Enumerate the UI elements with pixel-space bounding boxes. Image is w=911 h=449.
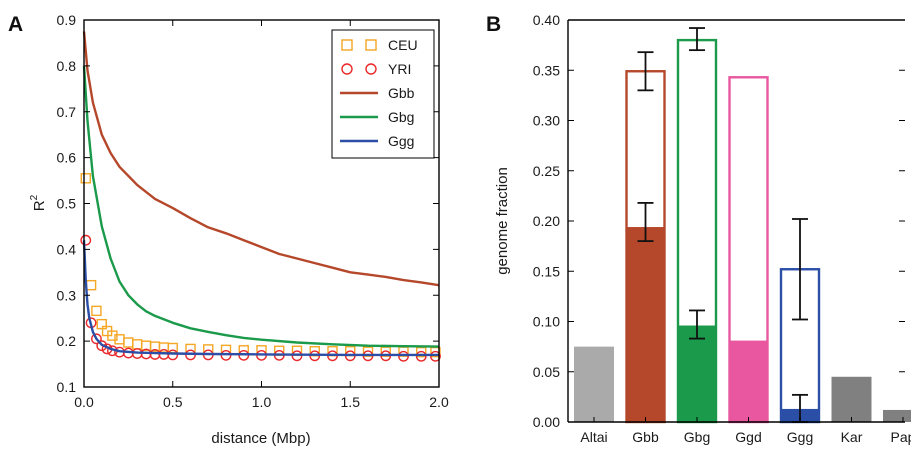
series-point-ceu (107, 330, 118, 341)
panel-a-x-tick-label: 2.0 (429, 394, 449, 410)
series-point-ceu (96, 318, 107, 330)
legend-label-ceu: CEU (388, 37, 418, 53)
panel-a-y-tick-label: 0.2 (57, 333, 77, 349)
panel-b-category-label-kar: Kar (841, 429, 863, 445)
panel-b-category-label-ggd: Ggd (735, 429, 761, 445)
panel-a-legend: CEU YRI Gbb Gbg Ggg (331, 29, 435, 159)
series-point-ceu (362, 346, 374, 357)
panel-a-label: A (8, 13, 23, 36)
panel-a-x-tick-label: 1.5 (341, 394, 361, 410)
bar-filled-pap (883, 409, 911, 422)
series-point-ceu (203, 344, 214, 355)
series-point-ceu (123, 337, 134, 348)
panel-b-y-tick-label: 0.25 (533, 163, 560, 179)
panel-a-y-axis-label: R2 (29, 194, 48, 211)
panel-a-x-tick-label: 0.0 (74, 394, 94, 410)
series-point-yri (167, 349, 179, 361)
bar-filled-gbb (625, 227, 666, 422)
panel-b-category-label-gbb: Gbb (632, 429, 659, 445)
series-point-ceu (80, 173, 91, 184)
panel-a-y-tick-label: 0.1 (57, 379, 77, 395)
panel-b-y-tick-label: 0.00 (533, 414, 560, 430)
panel-b-y-tick-label: 0.30 (533, 113, 560, 129)
panel-b-category-label-gbg: Gbg (684, 429, 710, 445)
panel-a-x-axis-label: distance (Mbp) (211, 430, 310, 447)
series-point-yri (80, 234, 92, 246)
panel-b-y-tick-label: 0.05 (533, 364, 560, 380)
series-point-yri (415, 350, 427, 362)
panel-a-y-tick-label: 0.5 (57, 196, 77, 212)
panel-a-y-tick-label: 0.7 (57, 104, 77, 120)
panel-a-y-tick-label: 0.4 (57, 241, 77, 257)
series-line-gbb (82, 31, 440, 287)
panel-a-x-tick-label: 0.5 (163, 394, 183, 410)
series-point-yri (91, 333, 102, 345)
panel-b-category-label-ggg: Ggg (787, 429, 813, 445)
legend-marker-ceu (341, 39, 353, 51)
panel-b-category-label-pap: Pap (891, 429, 911, 445)
panel-a: A 0.0 0.5 1.0 1.5 2.0 0.1 0.2 0.3 0.4 0.5 0.6 0.7 0.… (8, 12, 449, 447)
panel-b-y-tick-label: 0.10 (533, 314, 560, 330)
series-point-ceu (416, 346, 427, 358)
series-point-ceu (380, 346, 391, 357)
series-line-gbg (82, 65, 440, 348)
panel-a-y-tick-label: 0.3 (57, 287, 77, 303)
bar-filled-altai (574, 346, 614, 422)
panel-a-y-tick-label: 0.6 (57, 150, 77, 166)
panel-a-y-tick-label: 0.9 (57, 12, 77, 28)
series-point-yri (430, 350, 441, 362)
panel-b-y-axis-label: genome fraction (494, 167, 511, 275)
series-point-ceu (91, 305, 102, 317)
legend-marker-ceu (365, 39, 377, 51)
panel-a-y-tick-label: 0.8 (57, 58, 77, 74)
bar-filled-kar (831, 376, 872, 422)
panel-b-y-tick-label: 0.20 (533, 213, 560, 229)
bar-filled-ggd (728, 340, 769, 422)
legend-marker-yri (341, 63, 353, 75)
panel-a-x-tick-label: 1.0 (252, 394, 272, 410)
bar-filled-gbg (677, 325, 717, 422)
series-point-ceu (85, 279, 97, 291)
panel-b: B 0.00 0.05 0.10 0.15 0.20 0.25 0.30 0.35 0.40 Al… (486, 12, 911, 445)
panel-b-y-tick-label: 0.40 (533, 12, 560, 28)
legend-label-gbb: Gbb (388, 85, 415, 101)
legend-label-ggg: Ggg (388, 133, 414, 149)
legend-label-gbg: Gbg (388, 109, 414, 125)
panel-b-y-tick-label: 0.15 (533, 263, 560, 279)
legend-marker-yri (365, 63, 377, 75)
series-point-ceu (132, 339, 143, 350)
panel-b-y-tick-label: 0.35 (533, 62, 560, 78)
panel-b-category-label-altai: Altai (580, 429, 607, 445)
series-point-yri (398, 350, 409, 362)
legend-label-yri: YRI (388, 61, 411, 77)
series-line-ggg (82, 240, 439, 357)
panel-b-label: B (486, 13, 501, 36)
